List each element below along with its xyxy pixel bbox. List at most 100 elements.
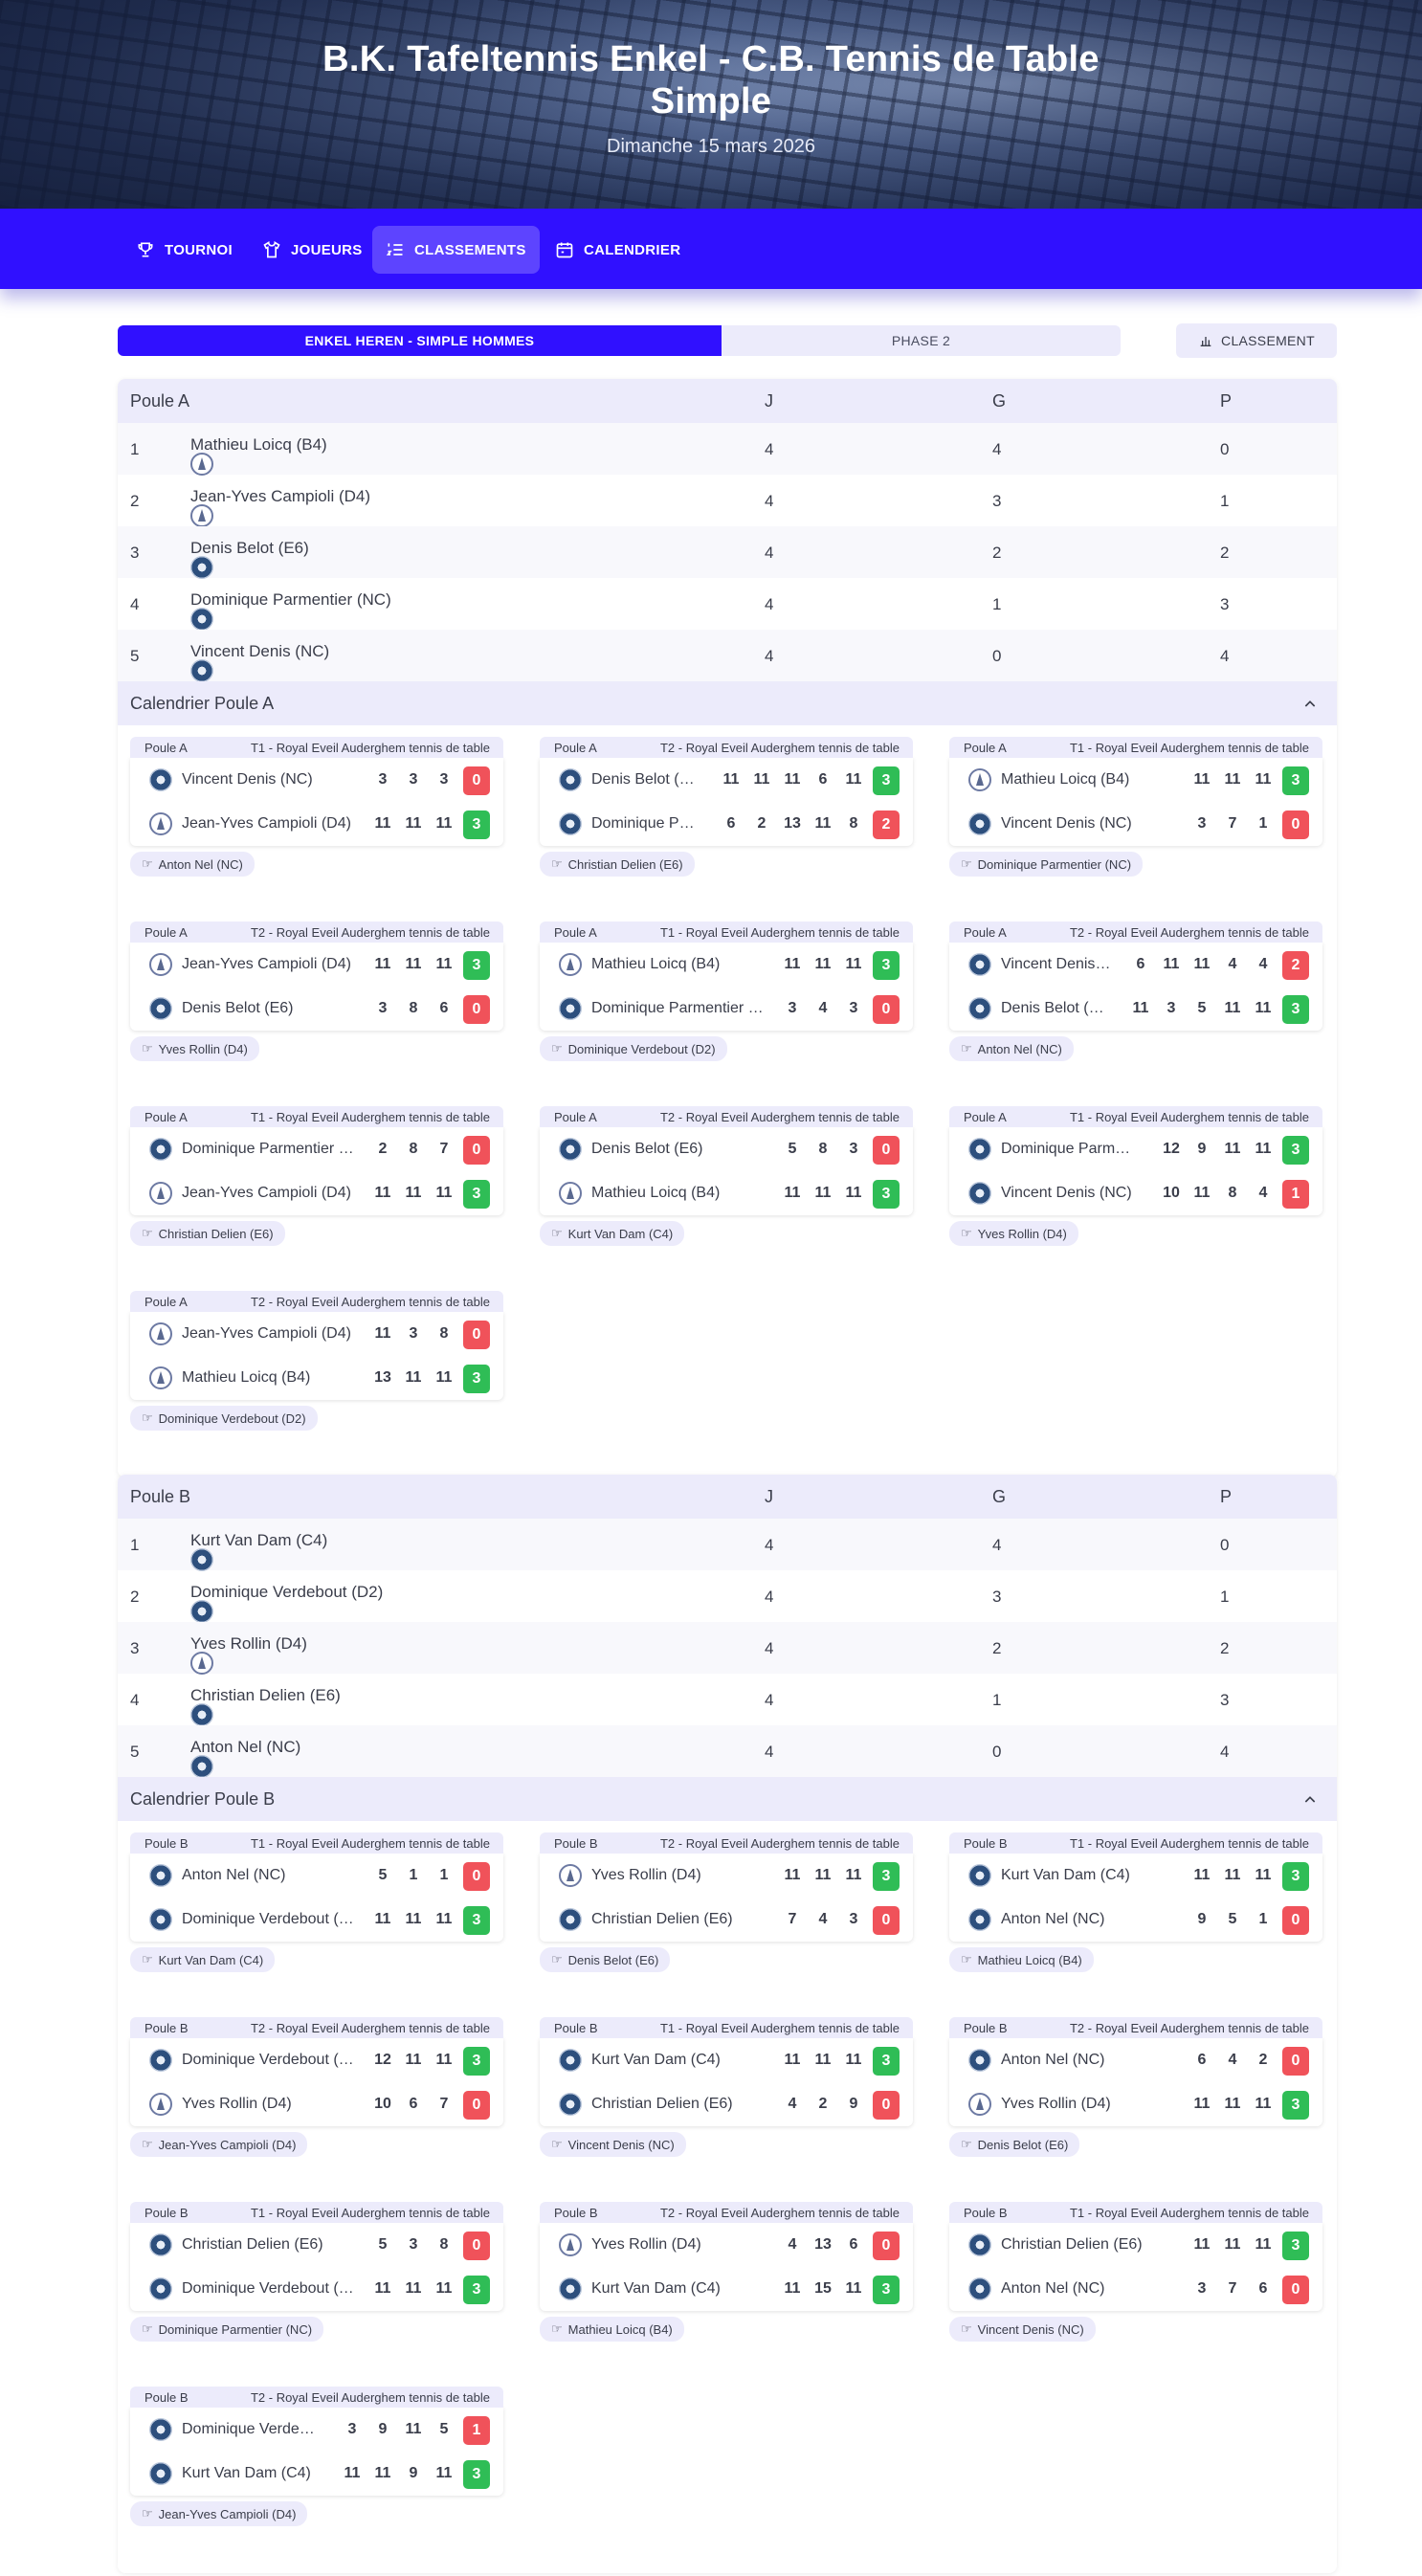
sets-lost-badge: 0 <box>873 1136 900 1165</box>
standings-row: 2 Jean-Yves Campioli (D4) 4 3 1 <box>118 475 1337 527</box>
sets-lost-badge: 1 <box>463 2416 490 2445</box>
set-score: 3 <box>1166 1000 1176 1016</box>
match-player-label: Vincent Denis (NC) <box>1001 815 1132 832</box>
classement-button[interactable]: CLASSEMENT <box>1176 323 1337 358</box>
match-card[interactable]: Poule B T2 - Royal Eveil Auderghem tennis… <box>540 1832 913 1972</box>
set-score: 2 <box>378 1141 388 1157</box>
umpire-hand-icon: ☞ <box>961 1041 972 1055</box>
club-logo-icon <box>190 608 213 631</box>
set-score: 3 <box>409 771 418 788</box>
match-card[interactable]: Poule A T1 - Royal Eveil Auderghem tennis… <box>949 1106 1322 1246</box>
match-player-name: Dominique Parmentier (NC) <box>559 997 765 1020</box>
nav-calendrier[interactable]: CALENDRIER <box>542 226 694 274</box>
set-score: 8 <box>818 1141 828 1157</box>
standings-row: 4 Christian Delien (E6) 4 1 3 <box>118 1674 1337 1726</box>
match-player-row: Mathieu Loicq (B4) 11 11 11 3 <box>540 943 913 987</box>
match-table: T2 - Royal Eveil Auderghem tennis de tab… <box>250 2021 490 2035</box>
match-card[interactable]: Poule B T1 - Royal Eveil Auderghem tennis… <box>949 2202 1322 2342</box>
tab-phase-2[interactable]: PHASE 2 <box>891 333 951 348</box>
match-card[interactable]: Poule A T2 - Royal Eveil Auderghem tennis… <box>130 1291 503 1431</box>
stat-g: 4 <box>992 440 1002 458</box>
match-poule: Poule B <box>144 2206 189 2220</box>
match-player-label: Denis Belot (E6) <box>182 1000 294 1016</box>
match-scores: Denis Belot (E6) 5 8 3 0 Mathieu Loicq (B4) 11… <box>540 1127 913 1215</box>
umpire-name: Dominique Verdebout (D2) <box>567 1041 716 1056</box>
match-card[interactable]: Poule A T1 - Royal Eveil Auderghem tennis… <box>130 1106 503 1246</box>
match-player-row: Yves Rollin (D4) 11 11 11 3 <box>540 1854 913 1898</box>
player-name: Jean-Yves Campioli (D4) <box>190 487 370 527</box>
match-card-header: Poule A T1 - Royal Eveil Auderghem tennis… <box>130 737 503 758</box>
match-player-name: Denis Belot (E6) <box>559 768 702 791</box>
club-logo-icon <box>190 556 213 579</box>
set-score: 1 <box>1258 815 1268 832</box>
umpire-name: Kurt Van Dam (C4) <box>158 1952 264 1967</box>
rank: 4 <box>130 595 140 613</box>
match-card[interactable]: Poule A T2 - Royal Eveil Auderghem tennis… <box>130 922 503 1061</box>
set-score: 8 <box>439 2236 449 2253</box>
set-score: 11 <box>1224 2096 1241 2112</box>
match-player-name: Jean-Yves Campioli (D4) <box>149 953 355 976</box>
match-card[interactable]: Poule B T1 - Royal Eveil Auderghem tennis… <box>949 1832 1322 1972</box>
match-table: T2 - Royal Eveil Auderghem tennis de tab… <box>659 1110 900 1124</box>
match-card[interactable]: Poule A T2 - Royal Eveil Auderghem tennis… <box>540 1106 913 1246</box>
calendar-toggle[interactable]: Calendrier Poule B <box>118 1777 1337 1821</box>
match-card[interactable]: Poule A T2 - Royal Eveil Auderghem tennis… <box>949 922 1322 1061</box>
match-player-name: Dominique Parmentier (NC) <box>968 1138 1136 1161</box>
stat-p: 4 <box>1220 647 1230 665</box>
set-score: 11 <box>845 771 862 788</box>
set-score: 7 <box>439 2096 449 2112</box>
match-player-row: Denis Belot (E6) 11 11 11 6 11 3 <box>540 758 913 802</box>
nav-classements[interactable]: CLASSEMENTS <box>372 226 540 274</box>
match-player-row: Mathieu Loicq (B4) 11 11 11 3 <box>540 1171 913 1215</box>
umpire-name: Christian Delien (E6) <box>567 856 683 872</box>
sets-won-badge: 3 <box>463 1180 490 1209</box>
sets-lost-badge: 0 <box>873 1906 900 1935</box>
match-card[interactable]: Poule B T1 - Royal Eveil Auderghem tennis… <box>540 2017 913 2157</box>
match-player-label: Vincent Denis (NC) <box>1001 956 1112 972</box>
match-card[interactable]: Poule A T1 - Royal Eveil Auderghem tennis… <box>949 737 1322 877</box>
umpire-name: Yves Rollin (D4) <box>977 1226 1067 1241</box>
match-card[interactable]: Poule A T2 - Royal Eveil Auderghem tennis… <box>540 737 913 877</box>
match-player-name: Yves Rollin (D4) <box>149 2093 355 2116</box>
set-score: 11 <box>405 815 422 832</box>
match-player-row: Dominique Verdebout (D2) 3 9 11 51 <box>130 2408 503 2452</box>
match-card[interactable]: Poule A T1 - Royal Eveil Auderghem tennis… <box>130 737 503 877</box>
nav-tournoi[interactable]: TOURNOI <box>122 226 246 274</box>
match-card[interactable]: Poule A T1 - Royal Eveil Auderghem tennis… <box>540 922 913 1061</box>
club-logo-icon <box>968 1138 991 1161</box>
umpire-hand-icon: ☞ <box>551 2321 563 2336</box>
set-score: 5 <box>1228 1911 1237 1927</box>
match-table: T1 - Royal Eveil Auderghem tennis de tab… <box>659 925 900 940</box>
match-card[interactable]: Poule B T2 - Royal Eveil Auderghem tennis… <box>949 2017 1322 2157</box>
match-player-name: Dominique Parmentier (NC) <box>149 1138 355 1161</box>
match-player-name: Denis Belot (E6) <box>559 1138 765 1161</box>
match-player-label: Jean-Yves Campioli (D4) <box>182 1185 351 1201</box>
umpire-name: Kurt Van Dam (C4) <box>567 1226 674 1241</box>
match-player-name: Kurt Van Dam (C4) <box>559 2049 765 2072</box>
match-table: T2 - Royal Eveil Auderghem tennis de tab… <box>659 2206 900 2220</box>
set-score: 3 <box>378 771 388 788</box>
match-card[interactable]: Poule B T2 - Royal Eveil Auderghem tennis… <box>540 2202 913 2342</box>
set-score: 3 <box>849 1141 858 1157</box>
set-score: 6 <box>1197 2052 1207 2068</box>
set-score: 6 <box>726 815 736 832</box>
set-score: 11 <box>405 2280 422 2297</box>
match-player-label: Yves Rollin (D4) <box>591 1867 701 1883</box>
match-card[interactable]: Poule B T1 - Royal Eveil Auderghem tennis… <box>130 2202 503 2342</box>
match-poule: Poule A <box>144 1295 188 1309</box>
tournament-date: Dimanche 15 mars 2026 <box>607 136 815 157</box>
match-poule: Poule A <box>554 741 597 755</box>
match-card[interactable]: Poule B T2 - Royal Eveil Auderghem tennis… <box>130 2017 503 2157</box>
sets-lost-badge: 1 <box>1282 1180 1309 1209</box>
set-score: 11 <box>1193 1867 1211 1883</box>
calendar-toggle[interactable]: Calendrier Poule A <box>118 681 1337 725</box>
stat-p: 3 <box>1220 595 1230 613</box>
set-score: 11 <box>374 956 391 972</box>
nav-joueurs[interactable]: JOUEURS <box>249 226 376 274</box>
match-card[interactable]: Poule B T1 - Royal Eveil Auderghem tennis… <box>130 1832 503 1972</box>
match-player-label: Dominique Verdebout (D2) <box>182 2421 317 2437</box>
match-card[interactable]: Poule B T2 - Royal Eveil Auderghem tennis… <box>130 2387 503 2526</box>
tab-enkel-heren[interactable]: ENKEL HEREN - SIMPLE HOMMES <box>118 325 722 356</box>
set-score: 7 <box>1228 815 1237 832</box>
sets-won-badge: 3 <box>873 1180 900 1209</box>
